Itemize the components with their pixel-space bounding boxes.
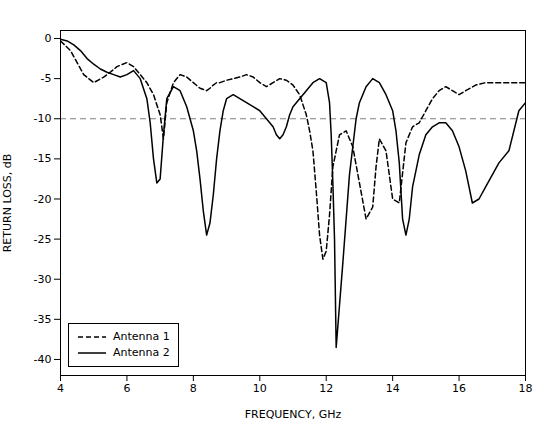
svg-text:-10: -10	[34, 112, 52, 125]
svg-text:-5: -5	[41, 72, 52, 85]
svg-text:-20: -20	[34, 193, 52, 206]
svg-text:4: 4	[57, 382, 64, 395]
svg-text:14: 14	[386, 382, 400, 395]
html-text:Antenna 2: Antenna 2	[113, 346, 170, 359]
html-text:Antenna 1: Antenna 1	[113, 330, 170, 343]
svg-text:-15: -15	[34, 152, 52, 165]
svg-text:16: 16	[452, 382, 466, 395]
svg-text:FREQUENCY, GHz: FREQUENCY, GHz	[245, 408, 342, 421]
svg-text:-25: -25	[34, 233, 52, 246]
svg-text:RETURN LOSS, dB: RETURN LOSS, dB	[1, 154, 14, 253]
svg-text:12: 12	[319, 382, 333, 395]
svg-text:-40: -40	[34, 353, 52, 366]
svg-text:18: 18	[519, 382, 533, 395]
svg-text:8: 8	[190, 382, 197, 395]
svg-text:-30: -30	[34, 273, 52, 286]
svg-text:0: 0	[45, 32, 52, 45]
svg-text:-35: -35	[34, 313, 52, 326]
svg-text:10: 10	[253, 382, 267, 395]
svg-text:6: 6	[123, 382, 130, 395]
